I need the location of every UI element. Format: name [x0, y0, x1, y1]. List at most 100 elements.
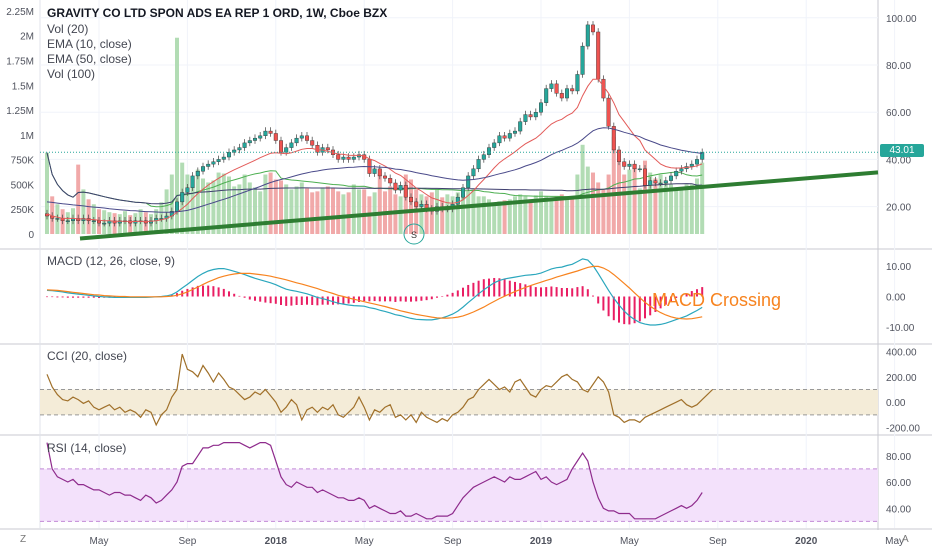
study-vol20-label[interactable]: Vol (20): [47, 22, 89, 36]
study-ema50-label[interactable]: EMA (50, close): [47, 52, 132, 66]
macd-histogram-bar: [451, 292, 454, 297]
candle-body: [689, 163, 694, 167]
zoom-button[interactable]: Z: [20, 534, 27, 545]
candle-body: [533, 111, 538, 118]
macd-histogram-bar: [295, 296, 298, 305]
candle-body: [351, 156, 356, 160]
volume-bar: [466, 191, 471, 234]
candle-body: [393, 182, 398, 191]
volume-bar: [684, 184, 689, 234]
volume-bar: [336, 191, 341, 234]
x-tick-label: Sep: [444, 536, 462, 547]
volume-bar: [663, 182, 668, 234]
volume-bar: [507, 199, 512, 234]
macd-histogram-bar: [306, 296, 308, 305]
rsi-line: [46, 442, 703, 520]
candle-body: [513, 130, 518, 134]
cci-pane-label[interactable]: CCI (20, close): [47, 349, 128, 363]
volume-bar: [549, 198, 554, 234]
macd-histogram-bar: [566, 288, 568, 297]
macd-axis-label: -10.00: [886, 323, 915, 334]
candle-body: [455, 196, 460, 205]
macd-histogram-bar: [399, 296, 402, 302]
volume-bar: [362, 189, 367, 234]
candle-body: [325, 147, 330, 151]
candle-body: [507, 133, 512, 139]
macd-histogram-bar: [368, 296, 371, 302]
cci-axis-label: -200.00: [886, 423, 920, 434]
candle-body: [388, 178, 393, 184]
macd-pane-label[interactable]: MACD (12, 26, close, 9): [47, 254, 176, 268]
candle-body: [299, 135, 304, 139]
volume-bar: [559, 194, 564, 234]
candle-body: [226, 152, 231, 158]
macd-histogram-bar: [602, 296, 605, 311]
macd-histogram-bar: [524, 284, 527, 297]
volume-bar: [648, 172, 653, 234]
macd-histogram-bar: [222, 288, 225, 297]
rsi-pane-label[interactable]: RSI (14, close): [47, 441, 127, 455]
candle-body: [653, 180, 658, 184]
macd-histogram-bar: [196, 285, 199, 297]
chart-title: GRAVITY CO LTD SPON ADS EA REP 1 ORD, 1W…: [47, 6, 388, 20]
auto-scale-button[interactable]: A: [902, 534, 909, 545]
macd-histogram-bar: [456, 290, 459, 297]
candle-body: [471, 168, 476, 177]
split-marker-glyph: S: [411, 230, 417, 240]
candle-body: [237, 147, 242, 151]
volume-bar: [331, 188, 335, 234]
volume-bar: [695, 178, 699, 234]
volume-bar: [263, 174, 268, 234]
volume-bar: [253, 187, 257, 234]
volume-bar: [570, 199, 575, 234]
volume-bar: [221, 173, 226, 234]
volume-bar: [492, 204, 497, 234]
volume-bar: [528, 199, 533, 234]
candle-body: [268, 130, 273, 134]
volume-axis-label: 1.5M: [12, 81, 34, 92]
candle-body: [461, 187, 466, 198]
volume-bar: [637, 188, 642, 234]
candle-body: [414, 201, 419, 207]
candle-body: [206, 163, 211, 167]
macd-histogram-bar: [410, 296, 412, 302]
candle-body: [658, 182, 663, 185]
candle-body: [643, 168, 648, 186]
volume-bar: [310, 192, 315, 234]
candle-body: [492, 142, 497, 148]
macd-histogram-bar: [51, 296, 54, 298]
macd-histogram-bar: [670, 296, 672, 302]
candle-body: [528, 114, 533, 118]
macd-histogram-bar: [228, 291, 230, 297]
macd-axis-label: 0.00: [886, 293, 906, 304]
volume-axis-label: 0: [28, 230, 34, 241]
macd-histogram-bar: [529, 285, 532, 297]
x-tick-label: May: [355, 536, 374, 547]
candle-body: [190, 175, 195, 188]
macd-histogram-bar: [347, 296, 350, 304]
cci-axis-label: 200.00: [886, 373, 917, 384]
candle-body: [273, 133, 278, 141]
candle-body: [294, 137, 299, 144]
macd-histogram-bar: [378, 296, 381, 302]
volume-axis-label: 500K: [11, 180, 35, 191]
macd-histogram-bar: [243, 296, 246, 298]
study-ema10-label[interactable]: EMA (10, close): [47, 37, 132, 51]
volume-bar: [377, 174, 382, 234]
volume-bar: [700, 162, 705, 234]
candle-body: [679, 168, 684, 172]
candle-body: [341, 156, 346, 160]
study-vol100-label[interactable]: Vol (100): [47, 67, 96, 81]
candle-body: [284, 147, 289, 153]
candle-body: [185, 187, 190, 193]
macd-histogram-bar: [186, 288, 189, 297]
macd-histogram-bar: [363, 296, 366, 302]
volume-bar: [455, 192, 460, 234]
macd-histogram-bar: [254, 296, 256, 301]
candle-body: [258, 135, 263, 139]
macd-histogram-bar: [503, 279, 506, 297]
macd-histogram-bar: [498, 278, 501, 297]
candle-body: [554, 83, 559, 94]
